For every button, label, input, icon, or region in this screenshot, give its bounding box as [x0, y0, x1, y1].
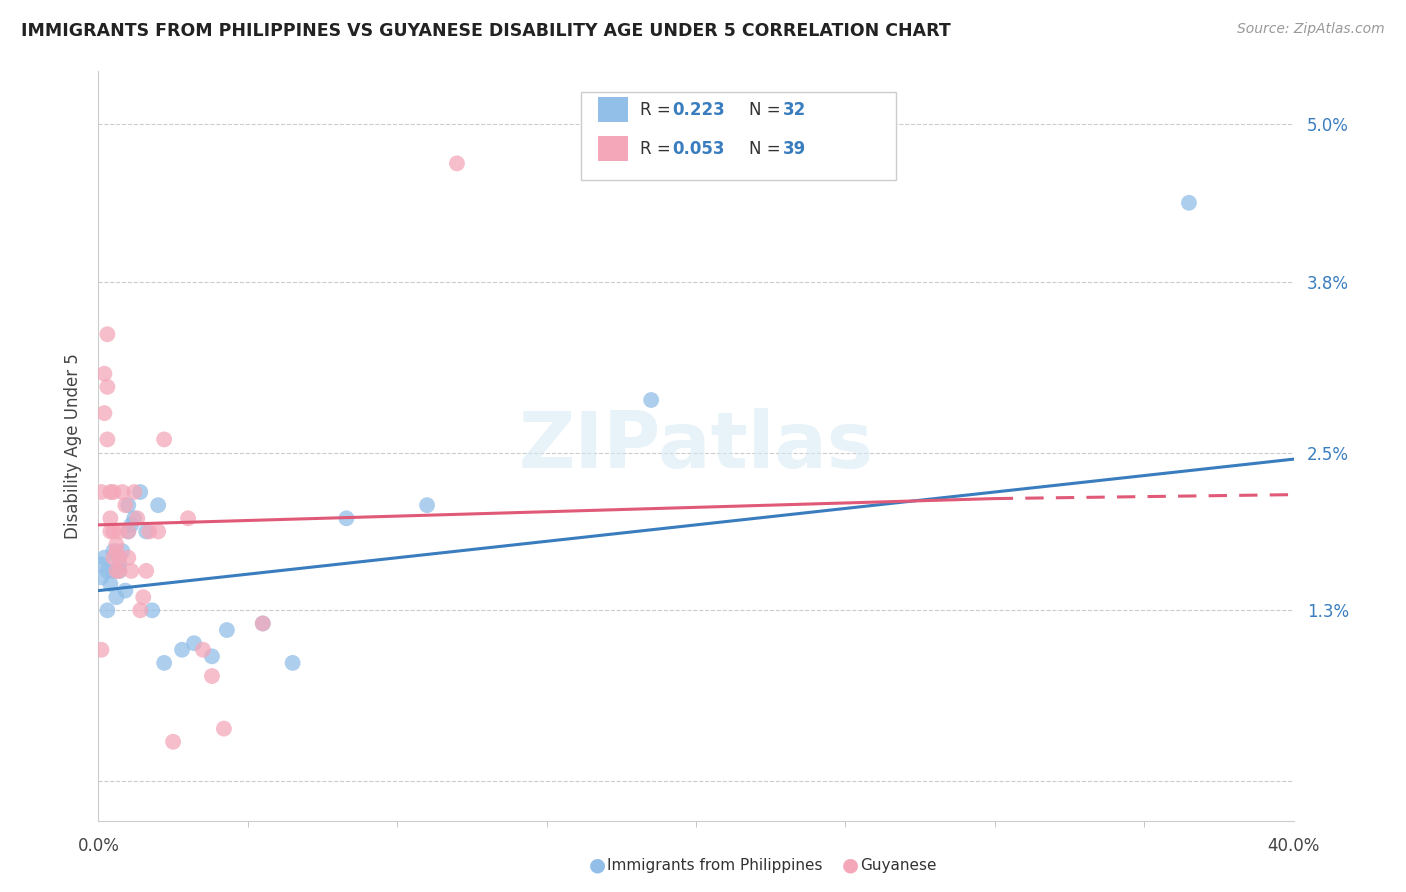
Point: [105, 544, 128, 558]
Text: IMMIGRANTS FROM PHILIPPINES VS GUYANESE DISABILITY AGE UNDER 5 CORRELATION CHART: IMMIGRANTS FROM PHILIPPINES VS GUYANESE …: [21, 22, 950, 40]
Point: [93, 367, 115, 381]
Point: [335, 511, 357, 525]
Point: [103, 524, 125, 539]
Point: [114, 498, 136, 512]
Text: R =: R =: [640, 101, 676, 119]
Point: [96, 380, 118, 394]
Point: [127, 511, 149, 525]
Point: [215, 623, 238, 637]
Text: ZIPatlas: ZIPatlas: [519, 408, 873, 484]
Point: [98, 577, 122, 591]
Text: 0.053: 0.053: [672, 140, 724, 158]
Point: [108, 550, 131, 565]
Point: [252, 616, 274, 631]
Point: [90, 642, 112, 657]
Point: [177, 511, 200, 525]
Point: [183, 636, 205, 650]
Point: [108, 564, 131, 578]
Text: R =: R =: [640, 140, 676, 158]
Point: [1178, 195, 1201, 210]
Point: [90, 570, 112, 584]
Point: [108, 558, 131, 572]
Text: Guyanese: Guyanese: [860, 858, 936, 872]
Text: ●: ●: [842, 855, 859, 875]
Point: [148, 524, 170, 539]
Point: [103, 564, 125, 578]
Text: N =: N =: [749, 101, 786, 119]
Point: [117, 524, 139, 539]
Point: [111, 544, 134, 558]
Point: [640, 392, 662, 407]
Point: [162, 735, 184, 749]
Point: [416, 498, 439, 512]
Point: [120, 564, 142, 578]
Point: [141, 603, 163, 617]
Text: N =: N =: [749, 140, 786, 158]
Point: [117, 498, 139, 512]
Point: [90, 485, 112, 500]
Point: [103, 544, 125, 558]
Point: [108, 564, 131, 578]
Point: [96, 327, 118, 342]
Point: [103, 550, 125, 565]
Point: [191, 642, 214, 657]
Point: [212, 722, 235, 736]
Point: [135, 564, 157, 578]
Point: [124, 485, 146, 500]
Point: [117, 550, 139, 565]
Point: [105, 564, 128, 578]
Point: [108, 524, 131, 539]
Point: [252, 616, 274, 631]
Point: [117, 524, 139, 539]
Point: [172, 642, 194, 657]
Point: [153, 656, 176, 670]
Text: 0.223: 0.223: [672, 101, 725, 119]
Point: [96, 564, 118, 578]
Point: [93, 550, 115, 565]
Point: [105, 538, 128, 552]
Text: Source: ZipAtlas.com: Source: ZipAtlas.com: [1237, 22, 1385, 37]
Point: [124, 511, 146, 525]
Point: [201, 669, 224, 683]
Point: [103, 485, 125, 500]
Point: [96, 433, 118, 447]
Point: [90, 558, 112, 572]
Point: [114, 583, 136, 598]
Point: [281, 656, 304, 670]
Text: ●: ●: [589, 855, 606, 875]
Point: [96, 603, 118, 617]
Point: [135, 524, 157, 539]
Point: [111, 485, 134, 500]
Point: [105, 590, 128, 604]
Text: 32: 32: [783, 101, 807, 119]
Point: [98, 511, 122, 525]
Point: [132, 590, 155, 604]
Text: Immigrants from Philippines: Immigrants from Philippines: [607, 858, 823, 872]
Point: [98, 524, 122, 539]
Point: [98, 485, 122, 500]
Point: [138, 524, 160, 539]
Text: 39: 39: [783, 140, 807, 158]
Y-axis label: Disability Age Under 5: Disability Age Under 5: [63, 353, 82, 539]
Point: [129, 485, 152, 500]
Point: [148, 498, 170, 512]
Point: [120, 517, 142, 532]
Point: [446, 156, 468, 170]
Point: [93, 406, 115, 420]
Point: [129, 603, 152, 617]
Point: [153, 433, 176, 447]
Point: [201, 649, 224, 664]
